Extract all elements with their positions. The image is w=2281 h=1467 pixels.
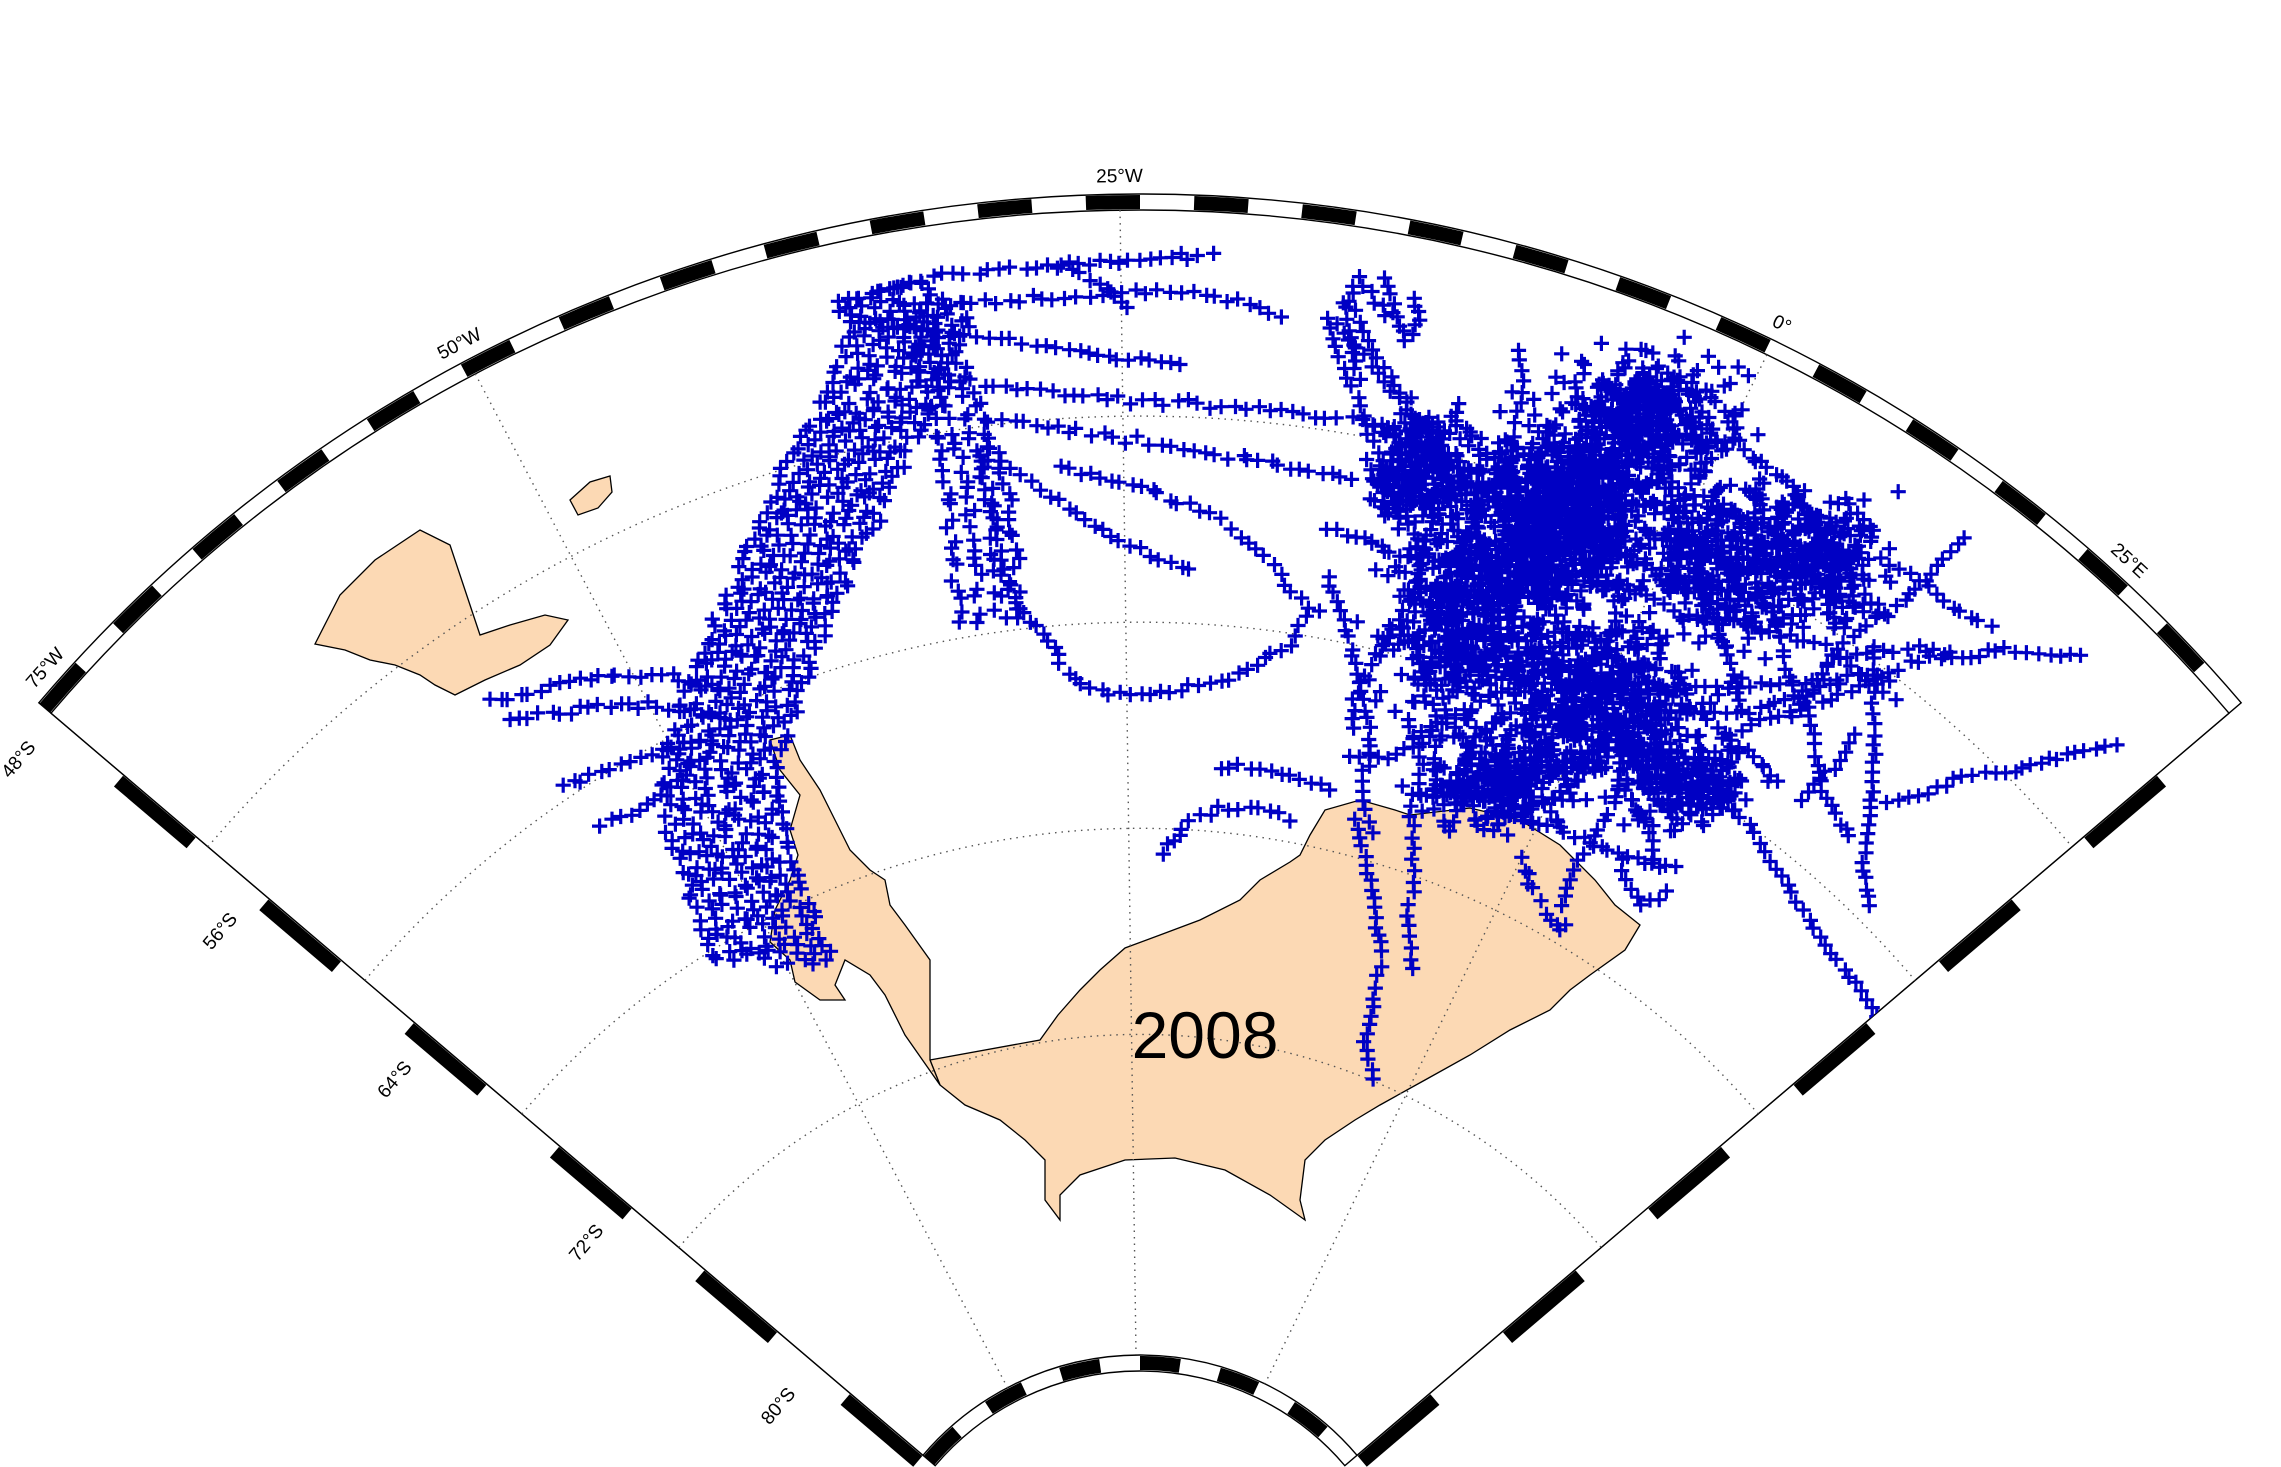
lat-label: 48°S — [0, 737, 40, 782]
frame-segment — [1139, 1356, 1181, 1373]
frame-segment — [985, 1382, 1027, 1414]
frame-segment — [192, 514, 243, 560]
frame-segment — [1085, 195, 1141, 211]
frame-segment — [113, 585, 162, 634]
frame-segment — [1357, 1394, 1440, 1467]
frame-segment — [840, 1394, 923, 1467]
graticule — [207, 210, 2073, 1388]
frame-segment — [1059, 1358, 1102, 1382]
frame-segment — [1503, 1270, 1585, 1344]
graticule-meridian — [474, 373, 1009, 1388]
frame-segment — [695, 1270, 777, 1344]
lat-label: 72°S — [565, 1221, 608, 1266]
float-position-marker — [482, 245, 2125, 1087]
lat-label: 80°S — [757, 1384, 800, 1429]
south-america-tip — [314, 529, 570, 696]
frame-segment — [2078, 549, 2128, 596]
frame-segment — [1287, 1401, 1328, 1438]
frame-segment — [558, 296, 615, 330]
frame-segment — [1905, 419, 1959, 461]
frame-segment — [923, 1426, 962, 1466]
frame-segment — [1715, 317, 1771, 353]
frame-segment — [869, 211, 926, 235]
frame-segment — [259, 899, 342, 972]
frame-segment — [1193, 196, 1249, 214]
lon-label: 0° — [1769, 311, 1795, 338]
graticule-meridian — [1264, 354, 1768, 1385]
lat-label: 56°S — [199, 909, 242, 954]
land-layer — [314, 475, 1641, 1222]
frame-segment — [549, 1146, 632, 1220]
frame-segment — [277, 449, 330, 493]
frame-segment — [659, 260, 716, 291]
frame-segment — [366, 391, 421, 432]
frame-segment — [1615, 277, 1672, 310]
frame-segment — [2156, 623, 2205, 673]
float-tracks — [482, 245, 2125, 1087]
map-frame-light — [37, 193, 2243, 1467]
frame-segment — [1938, 899, 2021, 972]
frame-segment — [1648, 1146, 1731, 1220]
antarctic-peninsula — [769, 734, 941, 1086]
frame-segment — [113, 775, 196, 849]
frame-segment — [977, 199, 1033, 219]
frame-segment — [1793, 1023, 1876, 1096]
frame-segment — [404, 1023, 487, 1096]
lat-label: 64°S — [374, 1057, 417, 1102]
frame-segment — [1216, 1367, 1260, 1395]
year-label: 2008 — [1132, 998, 1279, 1072]
frame-segment — [1994, 480, 2046, 526]
graticule-meridian — [1119, 210, 1137, 1356]
frame-segment — [1301, 204, 1357, 226]
frame-segment — [460, 339, 516, 377]
frame-segment — [1512, 244, 1569, 274]
frame-segment — [763, 231, 820, 259]
frame-segment — [39, 662, 86, 713]
frame-segment — [1812, 364, 1867, 404]
map-frame-dark — [39, 195, 2205, 1467]
lon-label: 25°W — [1096, 166, 1143, 188]
falkland-islands — [569, 475, 613, 516]
graticule-parallel — [521, 827, 1759, 1115]
frame-segment — [2084, 775, 2167, 849]
frame-segment — [1407, 220, 1464, 246]
